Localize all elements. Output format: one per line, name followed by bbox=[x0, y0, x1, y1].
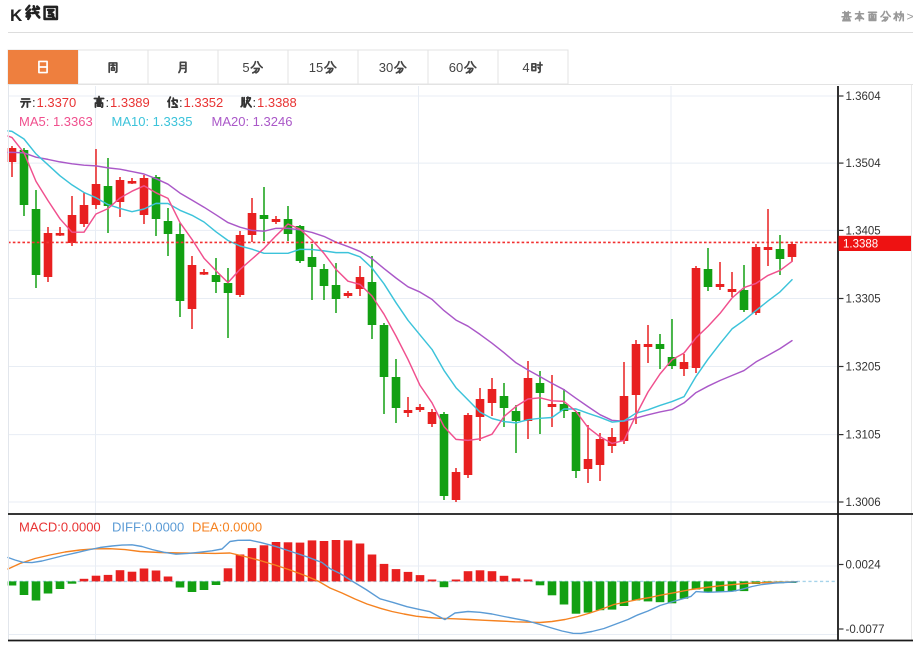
svg-text::: : bbox=[106, 95, 110, 110]
svg-text::: : bbox=[179, 95, 183, 110]
svg-text:4: 4 bbox=[522, 60, 529, 75]
svg-text:1.3389: 1.3389 bbox=[110, 95, 150, 110]
svg-text:1.3352: 1.3352 bbox=[184, 95, 224, 110]
svg-text:5: 5 bbox=[242, 60, 249, 75]
svg-text::: : bbox=[32, 95, 36, 110]
svg-text:K: K bbox=[10, 6, 23, 25]
svg-text::: : bbox=[253, 95, 257, 110]
svg-text:MA20: 1.3246: MA20: 1.3246 bbox=[212, 114, 293, 129]
svg-text:MACD:0.0000: MACD:0.0000 bbox=[19, 520, 101, 535]
svg-text:MA10: 1.3335: MA10: 1.3335 bbox=[112, 114, 193, 129]
svg-text:DIFF:0.0000: DIFF:0.0000 bbox=[112, 520, 184, 535]
svg-text:1.3388: 1.3388 bbox=[257, 95, 297, 110]
svg-text:1.3405: 1.3405 bbox=[846, 225, 881, 237]
svg-text:1.3504: 1.3504 bbox=[846, 158, 882, 170]
svg-text:1.3105: 1.3105 bbox=[846, 430, 881, 442]
svg-text:30: 30 bbox=[379, 60, 393, 75]
svg-text:1.3370: 1.3370 bbox=[37, 95, 77, 110]
svg-text:60: 60 bbox=[449, 60, 463, 75]
svg-text:15: 15 bbox=[309, 60, 323, 75]
svg-text:-0.0077: -0.0077 bbox=[846, 624, 885, 636]
svg-text:1.3006: 1.3006 bbox=[846, 497, 881, 509]
svg-text:1.3305: 1.3305 bbox=[846, 294, 881, 306]
svg-text:1.3205: 1.3205 bbox=[846, 362, 881, 374]
svg-text:DEA:0.0000: DEA:0.0000 bbox=[192, 520, 262, 535]
svg-text:MA5: 1.3363: MA5: 1.3363 bbox=[19, 114, 93, 129]
svg-text:1.3388: 1.3388 bbox=[843, 239, 878, 251]
svg-text:>: > bbox=[907, 10, 913, 24]
svg-text:0.0024: 0.0024 bbox=[846, 560, 882, 572]
svg-text:1.3604: 1.3604 bbox=[846, 91, 882, 103]
